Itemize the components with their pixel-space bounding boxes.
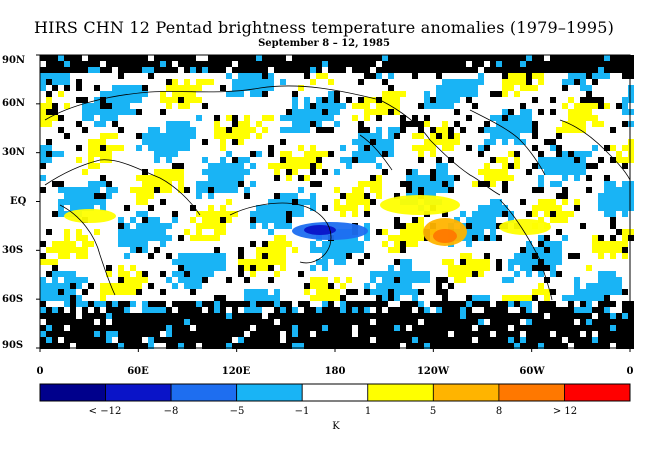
colorbar-swatch bbox=[301, 383, 369, 402]
colorbar-swatch bbox=[39, 383, 106, 402]
lon-label: 180 bbox=[324, 366, 346, 377]
lon-label: 0 bbox=[626, 366, 634, 377]
lat-label: EQ bbox=[10, 196, 27, 207]
colorbar-label: 5 bbox=[429, 406, 437, 417]
lon-label: 120E bbox=[221, 366, 251, 377]
colorbar-label: < −12 bbox=[88, 406, 122, 417]
colorbar-label: −5 bbox=[229, 406, 245, 417]
colorbar-label: 8 bbox=[495, 406, 503, 417]
lat-label: 60S bbox=[2, 294, 24, 305]
colorbar-swatch bbox=[236, 383, 303, 402]
map-title: HIRS CHN 12 Pentad brightness temperatur… bbox=[33, 18, 615, 37]
lat-label: 30S bbox=[2, 245, 24, 256]
lat-ticks bbox=[36, 54, 40, 349]
colorbar-swatch bbox=[367, 383, 434, 402]
colorbar-unit: K bbox=[332, 421, 340, 432]
lat-label: 90N bbox=[2, 55, 26, 66]
lat-label: 90S bbox=[2, 340, 24, 351]
lon-label: 60W bbox=[519, 366, 545, 377]
colorbar-label: > 12 bbox=[552, 406, 578, 417]
lat-label: 30N bbox=[2, 147, 26, 158]
lon-label: 60E bbox=[127, 366, 149, 377]
colorbar-swatch bbox=[432, 383, 500, 402]
lon-ticks bbox=[39, 348, 631, 352]
lon-label: 120W bbox=[416, 366, 450, 377]
colorbar-swatch bbox=[564, 383, 631, 402]
colorbar-swatch bbox=[498, 383, 565, 402]
colorbar-label: −1 bbox=[294, 406, 310, 417]
colorbar-label: −8 bbox=[163, 406, 179, 417]
coastlines bbox=[44, 85, 631, 301]
lon-label: 0 bbox=[36, 366, 44, 377]
colorbar-swatch bbox=[105, 383, 172, 402]
map-field bbox=[40, 55, 634, 349]
colorbar-label: 1 bbox=[364, 406, 372, 417]
colorbar-swatch bbox=[170, 383, 238, 402]
map-subtitle: September 8 – 12, 1985 bbox=[258, 38, 390, 49]
colorbar bbox=[39, 383, 631, 402]
lat-label: 60N bbox=[2, 98, 26, 109]
